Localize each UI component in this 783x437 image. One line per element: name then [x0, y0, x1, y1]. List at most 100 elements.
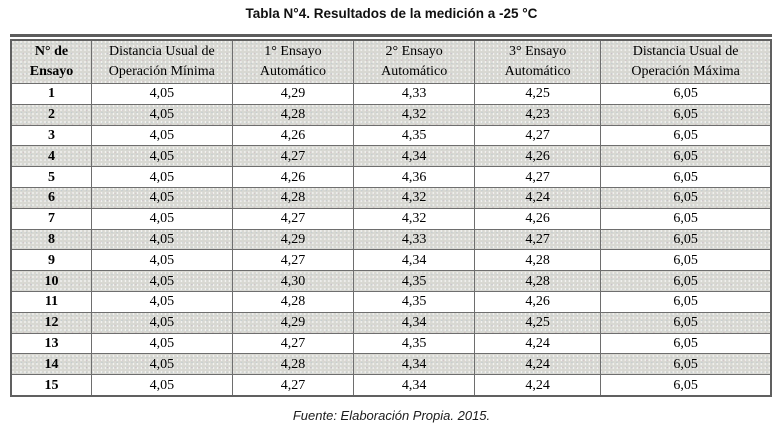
- table-cell: 4,28: [231, 186, 355, 209]
- table-cell: 4,27: [474, 228, 602, 251]
- table-cell: 4,05: [91, 124, 233, 147]
- table-cell: 4,05: [91, 374, 233, 397]
- row-number-cell: 1: [10, 83, 93, 105]
- row-number-cell: 11: [10, 290, 93, 313]
- table-cell: 6,05: [600, 249, 772, 272]
- row-number-cell: 3: [10, 124, 93, 147]
- table-cell: 4,24: [474, 374, 602, 397]
- table-cell: 4,35: [353, 124, 476, 147]
- table-row: 5 4,05 4,26 4,36 4,27 6,05: [10, 166, 772, 188]
- table-cell: 4,23: [474, 103, 602, 126]
- table-cell: 4,26: [474, 207, 602, 230]
- table-cell: 6,05: [600, 207, 772, 230]
- table-cell: 4,28: [231, 353, 355, 376]
- results-table-container: N° de Ensayo Distancia Usual de Operación…: [10, 34, 772, 397]
- table-row: 7 4,05 4,27 4,32 4,26 6,05: [10, 207, 772, 230]
- table-cell: 6,05: [600, 103, 772, 126]
- table-cell: 4,27: [474, 166, 602, 188]
- table-cell: 4,30: [231, 270, 355, 292]
- table-title: Tabla N°4. Resultados de la medición a -…: [245, 6, 538, 21]
- row-number-cell: 8: [10, 228, 93, 251]
- table-cell: 4,05: [91, 332, 233, 355]
- table-row: 12 4,05 4,29 4,34 4,25 6,05: [10, 311, 772, 334]
- table-row: 6 4,05 4,28 4,32 4,24 6,05: [10, 186, 772, 209]
- row-number-cell: 13: [10, 332, 93, 355]
- table-cell: 4,29: [231, 311, 355, 334]
- table-cell: 4,32: [353, 186, 476, 209]
- table-cell: 4,05: [91, 353, 233, 376]
- table-cell: 4,25: [474, 83, 602, 105]
- table-cell: 4,25: [474, 311, 602, 334]
- table-cell: 4,32: [353, 103, 476, 126]
- row-number-cell: 10: [10, 270, 93, 292]
- table-row: 11 4,05 4,28 4,35 4,26 6,05: [10, 290, 772, 313]
- table-cell: 6,05: [600, 353, 772, 376]
- table-cell: 4,24: [474, 353, 602, 376]
- table-cell: 6,05: [600, 311, 772, 334]
- table-cell: 4,26: [474, 290, 602, 313]
- table-cell: 6,05: [600, 374, 772, 397]
- table-cell: 6,05: [600, 270, 772, 292]
- header-row: N° de Ensayo Distancia Usual de Operación…: [10, 39, 772, 84]
- table-cell: 4,28: [474, 249, 602, 272]
- table-cell: 4,35: [353, 270, 476, 292]
- table-cell: 4,35: [353, 290, 476, 313]
- table-cell: 4,05: [91, 311, 233, 334]
- table-row: 1 4,05 4,29 4,33 4,25 6,05: [10, 83, 772, 105]
- row-number-cell: 6: [10, 186, 93, 209]
- row-number-cell: 12: [10, 311, 93, 334]
- table-row: 8 4,05 4,29 4,33 4,27 6,05: [10, 228, 772, 251]
- table-cell: 4,34: [353, 353, 476, 376]
- table-cell: 4,28: [474, 270, 602, 292]
- row-number-cell: 15: [10, 374, 93, 397]
- table-cell: 4,24: [474, 186, 602, 209]
- table-row: 14 4,05 4,28 4,34 4,24 6,05: [10, 353, 772, 376]
- table-row: 15 4,05 4,27 4,34 4,24 6,05: [10, 374, 772, 397]
- row-number-cell: 4: [10, 145, 93, 168]
- table-cell: 4,28: [231, 103, 355, 126]
- table-cell: 4,05: [91, 207, 233, 230]
- table-cell: 4,27: [231, 145, 355, 168]
- table-cell: 4,05: [91, 166, 233, 188]
- column-header: 1° Ensayo Automático: [231, 39, 355, 84]
- table-cell: 4,26: [231, 166, 355, 188]
- row-number-cell: 14: [10, 353, 93, 376]
- table-header: N° de Ensayo Distancia Usual de Operación…: [10, 39, 772, 84]
- table-row: 13 4,05 4,27 4,35 4,24 6,05: [10, 332, 772, 355]
- column-header: 3° Ensayo Automático: [474, 39, 602, 84]
- table-row: 3 4,05 4,26 4,35 4,27 6,05: [10, 124, 772, 147]
- table-cell: 4,34: [353, 374, 476, 397]
- column-header: Distancia Usual de Operación Máxima: [600, 39, 772, 84]
- results-table: N° de Ensayo Distancia Usual de Operación…: [10, 39, 772, 397]
- table-cell: 4,28: [231, 290, 355, 313]
- table-cell: 6,05: [600, 145, 772, 168]
- table-cell: 4,34: [353, 249, 476, 272]
- table-cell: 4,36: [353, 166, 476, 188]
- table-cell: 4,34: [353, 311, 476, 334]
- table-cell: 4,05: [91, 270, 233, 292]
- table-cell: 4,29: [231, 83, 355, 105]
- table-cell: 4,27: [231, 374, 355, 397]
- table-cell: 6,05: [600, 124, 772, 147]
- table-cell: 4,33: [353, 228, 476, 251]
- table-row: 4 4,05 4,27 4,34 4,26 6,05: [10, 145, 772, 168]
- table-cell: 6,05: [600, 186, 772, 209]
- table-row: 9 4,05 4,27 4,34 4,28 6,05: [10, 249, 772, 272]
- table-cell: 4,32: [353, 207, 476, 230]
- table-cell: 4,27: [231, 207, 355, 230]
- table-cell: 6,05: [600, 290, 772, 313]
- table-body: 1 4,05 4,29 4,33 4,25 6,05 2 4,05 4,28 4,32 4,23 6,…: [10, 83, 772, 397]
- table-cell: 4,33: [353, 83, 476, 105]
- table-row: 2 4,05 4,28 4,32 4,23 6,05: [10, 103, 772, 126]
- table-cell: 4,05: [91, 186, 233, 209]
- table-cell: 4,05: [91, 228, 233, 251]
- row-number-cell: 5: [10, 166, 93, 188]
- table-cell: 4,26: [474, 145, 602, 168]
- table-cell: 6,05: [600, 83, 772, 105]
- table-cell: 4,05: [91, 145, 233, 168]
- source-caption: Fuente: Elaboración Propia. 2015.: [292, 408, 491, 423]
- table-cell: 4,29: [231, 228, 355, 251]
- table-cell: 4,05: [91, 83, 233, 105]
- table-cell: 4,35: [353, 332, 476, 355]
